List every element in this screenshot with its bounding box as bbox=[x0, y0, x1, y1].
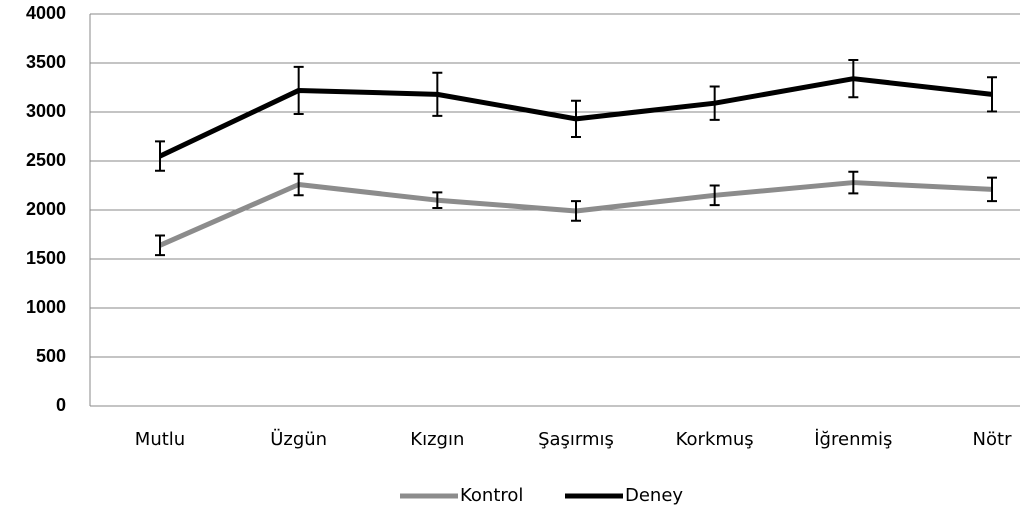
error-bar bbox=[848, 59, 859, 99]
error-bar bbox=[432, 71, 443, 117]
y-tick-label: 1500 bbox=[26, 248, 66, 268]
y-tick-label: 2000 bbox=[26, 199, 66, 219]
error-bar bbox=[432, 191, 443, 210]
y-tick-label: 3500 bbox=[26, 52, 66, 72]
error-bar bbox=[709, 85, 720, 121]
error-bar bbox=[155, 140, 165, 172]
y-tick-label: 3000 bbox=[26, 101, 66, 121]
y-tick-label: 0 bbox=[56, 395, 66, 415]
x-tick-label: Mutlu bbox=[135, 429, 185, 450]
error-bar bbox=[571, 99, 581, 138]
y-tick-label: 4000 bbox=[26, 3, 66, 23]
error-bar bbox=[571, 200, 581, 222]
error-bar bbox=[155, 234, 165, 257]
legend-label: Kontrol bbox=[460, 485, 523, 506]
error-bar bbox=[848, 170, 859, 195]
x-tick-label: Nötr bbox=[973, 429, 1013, 450]
error-bar bbox=[987, 176, 997, 203]
error-bar bbox=[709, 184, 720, 207]
x-tick-label: İğrenmiş bbox=[814, 429, 892, 450]
legend-label: Deney bbox=[625, 485, 683, 506]
x-tick-label: Üzgün bbox=[270, 428, 327, 450]
y-tick-label: 2500 bbox=[26, 150, 66, 170]
x-tick-label: Şaşırmış bbox=[538, 429, 614, 450]
error-bar bbox=[293, 172, 304, 197]
y-tick-label: 500 bbox=[36, 346, 66, 366]
error-bar bbox=[293, 65, 304, 115]
error-bar bbox=[987, 76, 997, 113]
y-tick-label: 1000 bbox=[26, 297, 66, 317]
x-tick-label: Korkmuş bbox=[676, 429, 754, 450]
x-tick-label: Kızgın bbox=[410, 429, 464, 450]
